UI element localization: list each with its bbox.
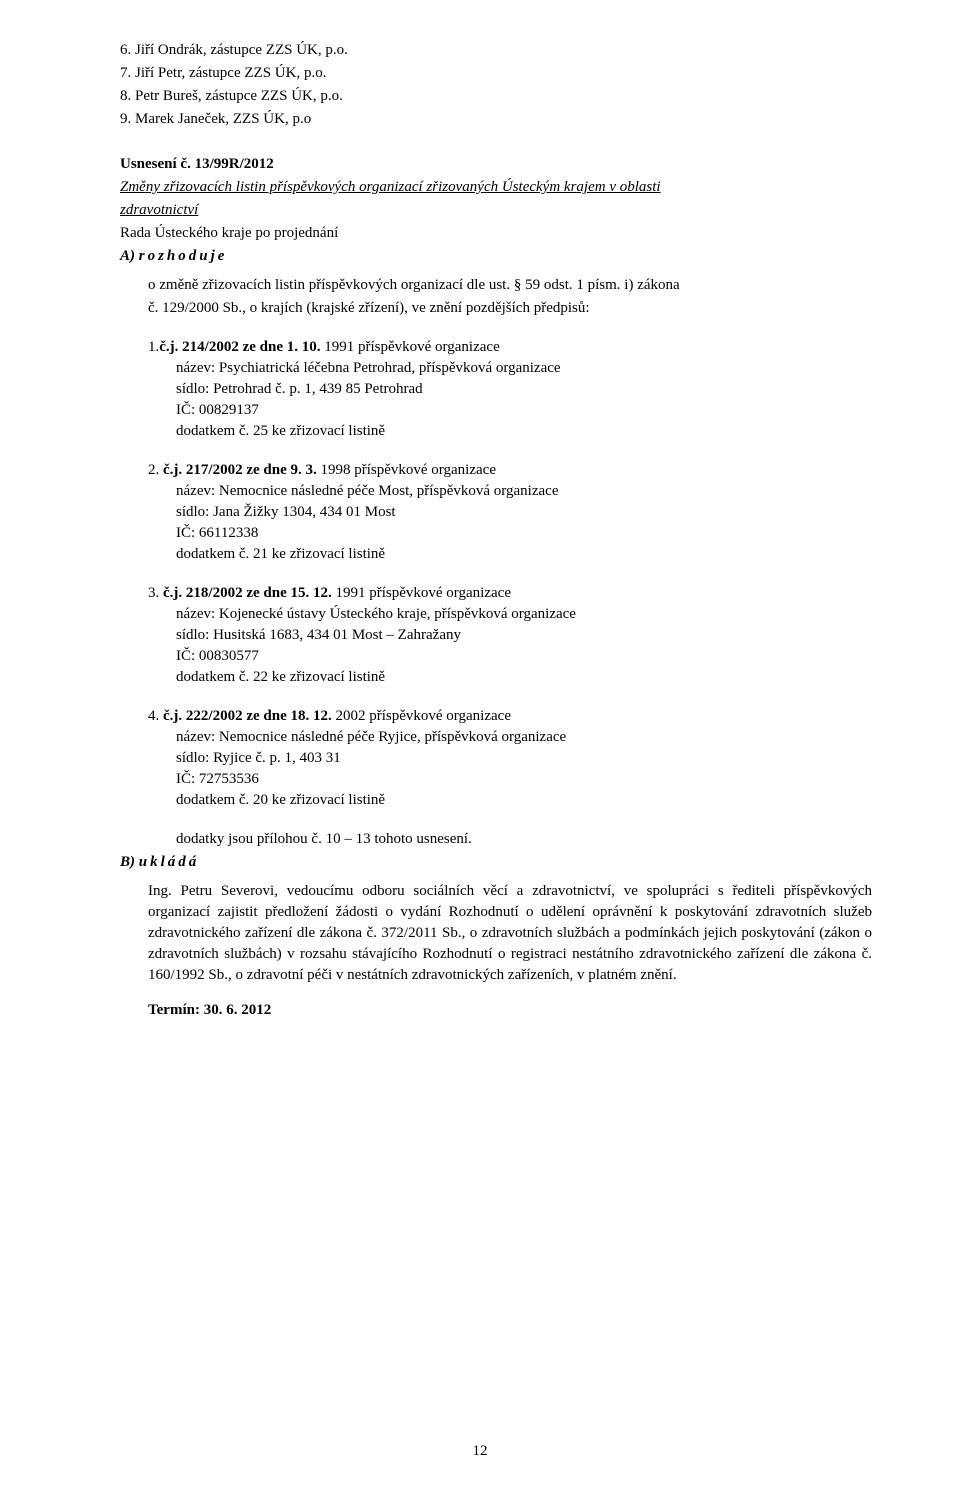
item-line: sídlo: Petrohrad č. p. 1, 439 85 Petrohr… (204, 379, 872, 400)
org-item: 4. č.j. 222/2002 ze dne 18. 12. 2002 pří… (148, 706, 872, 811)
item-line: název: Kojenecké ústavy Ústeckého kraje,… (204, 604, 872, 625)
item-line: sídlo: Jana Žižky 1304, 434 01 Most (204, 502, 872, 523)
org-item: 3. č.j. 218/2002 ze dne 15. 12. 1991 pří… (148, 583, 872, 688)
item-line: dodatkem č. 21 ke zřizovací listině (204, 544, 872, 565)
org-item: 1.č.j. 214/2002 ze dne 1. 10. 1991 přísp… (148, 337, 872, 442)
item-lead-rest: 1991 příspěvkové organizace (332, 585, 511, 601)
page-number: 12 (0, 1441, 960, 1462)
item-lead-rest: 2002 příspěvkové organizace (332, 708, 511, 724)
item-number: 1. (148, 339, 159, 355)
document-page: 6. Jiří Ondrák, zástupce ZZS ÚK, p.o. 7.… (0, 0, 960, 1486)
roster-block: 6. Jiří Ondrák, zástupce ZZS ÚK, p.o. 7.… (120, 40, 872, 130)
item-line: sídlo: Ryjice č. p. 1, 403 31 (204, 748, 872, 769)
item-lead-rest: 1991 příspěvkové organizace (320, 339, 499, 355)
section-a-footer: dodatky jsou přílohou č. 10 – 13 tohoto … (176, 829, 872, 850)
resolution-subtitle-1: Změny zřizovacích listin příspěvkových o… (120, 177, 872, 198)
item-lead-rest: 1998 příspěvkové organizace (317, 462, 496, 478)
section-b-text: Ing. Petru Severovi, vedoucímu odboru so… (148, 881, 872, 986)
item-lead-bold: č.j. 218/2002 ze dne 15. 12. (159, 585, 331, 601)
section-b-heading: B) ukládá (120, 852, 872, 873)
section-word: ukládá (139, 854, 200, 870)
item-lead-bold: č.j. 214/2002 ze dne 1. 10. (159, 339, 320, 355)
list-item: 7. Jiří Petr, zástupce ZZS ÚK, p.o. (120, 63, 872, 84)
item-line: dodatkem č. 20 ke zřizovací listině (204, 790, 872, 811)
item-lead-bold: č.j. 222/2002 ze dne 18. 12. (159, 708, 331, 724)
intro-line: č. 129/2000 Sb., o krajích (krajské zříz… (148, 298, 872, 319)
item-line: název: Nemocnice následné péče Most, pří… (204, 481, 872, 502)
resolution-heading: Usnesení č. 13/99R/2012 Změny zřizovacíc… (120, 154, 872, 244)
intro-line: o změně zřizovacích listin příspěvkových… (148, 275, 872, 296)
section-b-body: Ing. Petru Severovi, vedoucímu odboru so… (148, 881, 872, 1021)
item-number: 2. (148, 462, 159, 478)
item-number: 3. (148, 585, 159, 601)
list-item: 8. Petr Bureš, zástupce ZZS ÚK, p.o. (120, 86, 872, 107)
item-line: IČ: 72753536 (204, 769, 872, 790)
resolution-rada: Rada Ústeckého kraje po projednání (120, 223, 872, 244)
item-line: název: Psychiatrická léčebna Petrohrad, … (204, 358, 872, 379)
section-word: rozhoduje (139, 248, 228, 264)
item-line: IČ: 66112338 (204, 523, 872, 544)
section-b-termin: Termín: 30. 6. 2012 (148, 1000, 872, 1021)
section-letter: A) (120, 248, 135, 264)
item-line: IČ: 00829137 (204, 400, 872, 421)
item-line: dodatkem č. 25 ke zřizovací listině (204, 421, 872, 442)
list-item: 9. Marek Janeček, ZZS ÚK, p.o (120, 109, 872, 130)
item-line: název: Nemocnice následné péče Ryjice, p… (204, 727, 872, 748)
item-line: dodatkem č. 22 ke zřizovací listině (204, 667, 872, 688)
section-a-heading: A) rozhoduje (120, 246, 872, 267)
item-number: 4. (148, 708, 159, 724)
resolution-title: Usnesení č. 13/99R/2012 (120, 154, 872, 175)
list-item: 6. Jiří Ondrák, zástupce ZZS ÚK, p.o. (120, 40, 872, 61)
section-a-body: o změně zřizovacích listin příspěvkových… (148, 275, 872, 850)
item-lead-bold: č.j. 217/2002 ze dne 9. 3. (159, 462, 316, 478)
resolution-subtitle-2: zdravotnictví (120, 200, 872, 221)
section-letter: B) (120, 854, 135, 870)
item-line: IČ: 00830577 (204, 646, 872, 667)
item-line: sídlo: Husitská 1683, 434 01 Most – Zahr… (204, 625, 872, 646)
org-item: 2. č.j. 217/2002 ze dne 9. 3. 1998 přísp… (148, 460, 872, 565)
